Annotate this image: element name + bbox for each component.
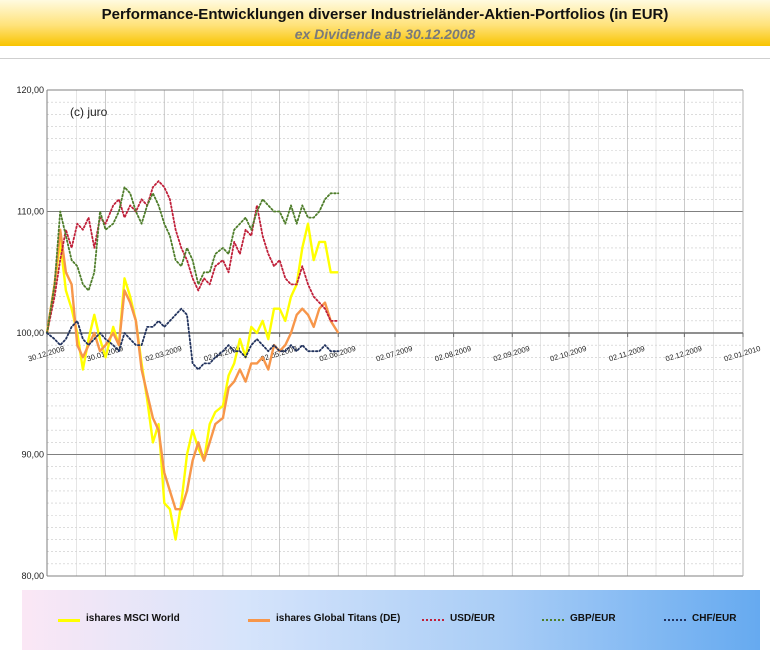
watermark: (c) juro xyxy=(70,105,108,119)
axes xyxy=(46,90,744,576)
legend: ishares MSCI World ishares Global Titans … xyxy=(22,590,760,650)
chart-subtitle: ex Dividende ab 30.12.2008 xyxy=(294,26,476,42)
chart-title: Performance-Entwicklungen diverser Indus… xyxy=(101,6,669,23)
legend-label: GBP/EUR xyxy=(570,613,616,624)
legend-swatch xyxy=(248,619,270,622)
y-tick-label: 120,00 xyxy=(16,85,44,95)
major-gridlines xyxy=(47,89,743,577)
series-line xyxy=(45,222,339,541)
legend-swatch xyxy=(664,619,686,621)
series-line xyxy=(46,307,340,371)
y-tick-label: 100,00 xyxy=(16,328,44,338)
legend-swatch xyxy=(542,619,564,621)
legend-label: USD/EUR xyxy=(450,613,496,624)
series-line xyxy=(46,180,340,334)
legend-label: CHF/EUR xyxy=(692,613,737,624)
y-tick-label: 90,00 xyxy=(21,450,44,460)
y-tick-labels: 80,00 90,00 100,00 110,00 120,00 xyxy=(16,85,44,581)
legend-swatch xyxy=(58,619,80,622)
series-line xyxy=(46,186,340,334)
legend-label: ishares MSCI World xyxy=(86,613,180,624)
series-line xyxy=(45,228,340,511)
legend-label: ishares Global Titans (DE) xyxy=(276,613,401,624)
y-tick-label: 110,00 xyxy=(17,207,44,217)
chart-frame xyxy=(0,58,770,658)
y-tick-label: 80,00 xyxy=(21,571,44,581)
chart-header: Performance-Entwicklungen diverser Indus… xyxy=(0,0,770,46)
series-layer xyxy=(45,180,340,541)
legend-swatch xyxy=(422,619,444,621)
